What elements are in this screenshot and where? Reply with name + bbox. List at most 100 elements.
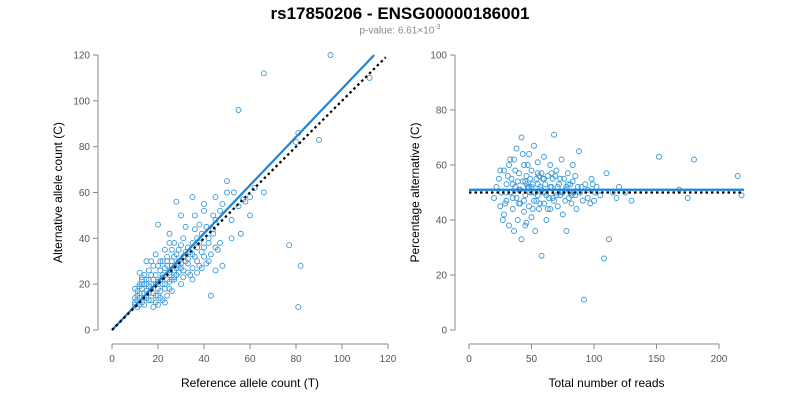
data-point bbox=[159, 258, 166, 265]
data-point bbox=[528, 214, 535, 221]
data-point bbox=[260, 70, 267, 77]
data-point bbox=[203, 223, 210, 230]
data-point bbox=[601, 255, 607, 262]
data-point bbox=[526, 151, 532, 157]
data-point bbox=[191, 212, 198, 219]
y-tick-label: 40 bbox=[79, 234, 91, 245]
data-point bbox=[538, 252, 545, 259]
data-point bbox=[517, 200, 524, 207]
data-point bbox=[150, 304, 157, 311]
data-point bbox=[519, 151, 526, 157]
data-point bbox=[297, 262, 304, 269]
data-point bbox=[228, 235, 235, 242]
x-tick-label: 120 bbox=[380, 354, 397, 365]
data-point bbox=[553, 192, 560, 199]
data-point bbox=[551, 197, 557, 204]
data-point bbox=[513, 145, 520, 152]
y-axis-label: Percentage alternative (C) bbox=[408, 122, 422, 262]
data-point bbox=[191, 253, 198, 260]
data-point bbox=[531, 197, 537, 204]
data-point bbox=[148, 297, 155, 304]
data-point bbox=[511, 228, 517, 234]
data-point bbox=[293, 139, 299, 146]
data-point bbox=[212, 194, 219, 201]
data-point bbox=[597, 192, 604, 199]
data-point bbox=[534, 159, 541, 166]
data-point bbox=[182, 258, 189, 265]
data-point bbox=[573, 206, 580, 212]
data-point bbox=[210, 212, 217, 219]
chart-title: rs17850206 - ENSG00000186001 bbox=[270, 4, 530, 23]
data-point bbox=[559, 211, 566, 218]
data-point bbox=[219, 201, 226, 207]
data-point bbox=[541, 200, 547, 207]
scatter-panel-percentage: 0 50 100 150 200 0 20 40 60 80 100 Total number of … bbox=[408, 51, 745, 390]
data-point bbox=[138, 274, 145, 281]
data-point bbox=[514, 178, 521, 185]
p-value-exponent: -3 bbox=[434, 24, 441, 31]
data-point bbox=[549, 195, 556, 201]
data-point bbox=[136, 283, 143, 290]
data-point bbox=[734, 173, 741, 179]
reference-line bbox=[111, 56, 387, 331]
data-point bbox=[157, 267, 164, 274]
data-point bbox=[180, 274, 187, 281]
data-point bbox=[552, 173, 559, 179]
x-tick-label: 50 bbox=[526, 354, 538, 365]
data-point bbox=[157, 258, 164, 265]
data-point bbox=[509, 206, 516, 212]
data-point bbox=[201, 253, 207, 260]
data-point bbox=[526, 203, 532, 210]
data-point bbox=[164, 292, 171, 299]
data-point bbox=[513, 195, 520, 201]
data-point bbox=[235, 107, 242, 113]
data-point bbox=[587, 200, 594, 207]
y-tick-label: 80 bbox=[436, 106, 448, 117]
data-point bbox=[260, 189, 267, 196]
p-value-text: p-value: 6.61 bbox=[359, 25, 418, 37]
data-point bbox=[588, 175, 595, 182]
data-point bbox=[569, 162, 576, 168]
data-point bbox=[134, 288, 141, 294]
data-point bbox=[534, 170, 541, 177]
data-point bbox=[161, 265, 168, 272]
data-point bbox=[551, 131, 557, 138]
data-point bbox=[557, 175, 564, 182]
data-point bbox=[286, 242, 293, 249]
data-point bbox=[168, 288, 175, 294]
data-point bbox=[159, 281, 166, 288]
data-point bbox=[499, 217, 506, 223]
data-point bbox=[516, 170, 522, 177]
data-point bbox=[547, 206, 554, 212]
x-tick-label: 0 bbox=[109, 354, 115, 365]
y-tick-label: 0 bbox=[441, 326, 447, 337]
data-point bbox=[237, 230, 244, 237]
data-point bbox=[512, 167, 519, 174]
data-point bbox=[514, 217, 521, 223]
data-point bbox=[316, 136, 322, 143]
data-point bbox=[553, 167, 560, 174]
data-point bbox=[166, 239, 173, 246]
data-point bbox=[507, 156, 514, 163]
data-point bbox=[178, 281, 184, 288]
data-point bbox=[217, 207, 224, 214]
data-point bbox=[203, 260, 210, 267]
data-point bbox=[230, 189, 237, 196]
data-point bbox=[242, 198, 249, 205]
data-point bbox=[543, 217, 550, 223]
data-point bbox=[219, 262, 226, 269]
data-point bbox=[548, 170, 555, 177]
data-point bbox=[145, 267, 152, 274]
data-point bbox=[524, 162, 531, 168]
scatter-panel-allele-counts: 0 20 40 60 80 100 120 0 20 40 60 80 100 120 Reference … bbox=[51, 51, 397, 391]
data-point bbox=[613, 195, 620, 201]
data-point bbox=[159, 297, 166, 304]
data-point bbox=[178, 212, 184, 219]
data-point bbox=[171, 274, 178, 281]
data-point bbox=[628, 197, 635, 204]
data-point bbox=[152, 251, 159, 258]
data-point bbox=[537, 200, 544, 207]
data-point bbox=[152, 292, 159, 299]
data-point bbox=[132, 294, 138, 301]
